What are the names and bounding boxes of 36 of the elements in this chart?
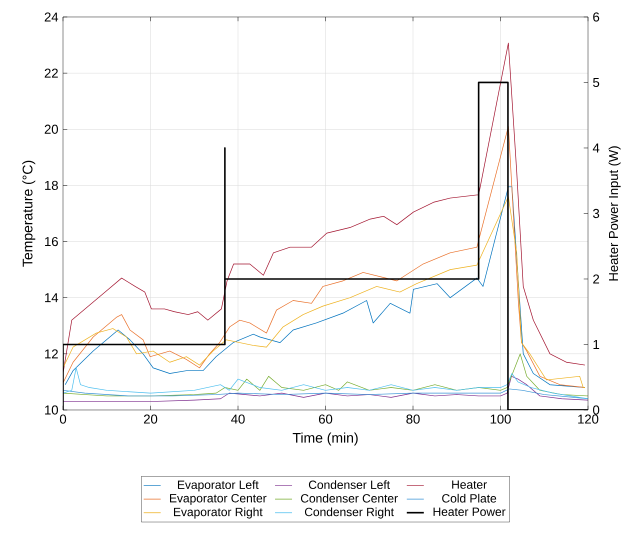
legend-label: Condenser Center: [300, 494, 398, 503]
y2-tick-label: 5: [593, 78, 600, 87]
legend-label: Evaporator Left: [178, 480, 259, 492]
legend-label: Heater Power: [434, 508, 506, 516]
x-tick-label: 100: [490, 414, 511, 424]
legend-label: Evaporator Right: [174, 507, 263, 519]
x-tick-label: 0: [60, 414, 66, 424]
y2-tick-label: 0: [593, 405, 600, 415]
y-tick-label: 12: [45, 349, 58, 358]
legend-label: Evaporator Center: [170, 494, 266, 505]
x-tick-label: 20: [144, 414, 158, 424]
y2-tick-label: 1: [594, 340, 600, 349]
y2-tick-label: 4: [592, 144, 600, 152]
x-tick-label: 120: [578, 414, 598, 424]
line-series: [63, 126, 586, 388]
legend-label: Cold Plate: [442, 494, 496, 503]
y-tick-label: 10: [45, 405, 58, 415]
y-tick-label: 24: [44, 12, 58, 22]
y-tick-label: 18: [45, 180, 58, 190]
line-series: [63, 368, 588, 400]
legend-label: Heater: [452, 480, 487, 489]
legend-label: Condenser Right: [304, 507, 394, 519]
y-tick-label: 16: [45, 236, 58, 246]
y-tick-label: 20: [44, 124, 58, 134]
x-axis-title: Time (min): [292, 432, 358, 446]
y2-tick-label: 3: [593, 208, 600, 218]
x-tick-label: 80: [406, 414, 420, 424]
y-tick-label: 22: [44, 68, 58, 78]
y2-tick-label: 2: [593, 274, 600, 284]
x-tick-label: 40: [231, 414, 245, 424]
y-axis-title: Temperature (°C): [22, 160, 36, 267]
y2-tick-label: 6: [593, 12, 600, 22]
y-tick-label: 14: [45, 293, 58, 302]
legend-label: Condenser Left: [308, 480, 390, 490]
y2-axis-title: Heater Power Input (W): [608, 146, 621, 280]
x-tick-label: 60: [318, 414, 332, 424]
